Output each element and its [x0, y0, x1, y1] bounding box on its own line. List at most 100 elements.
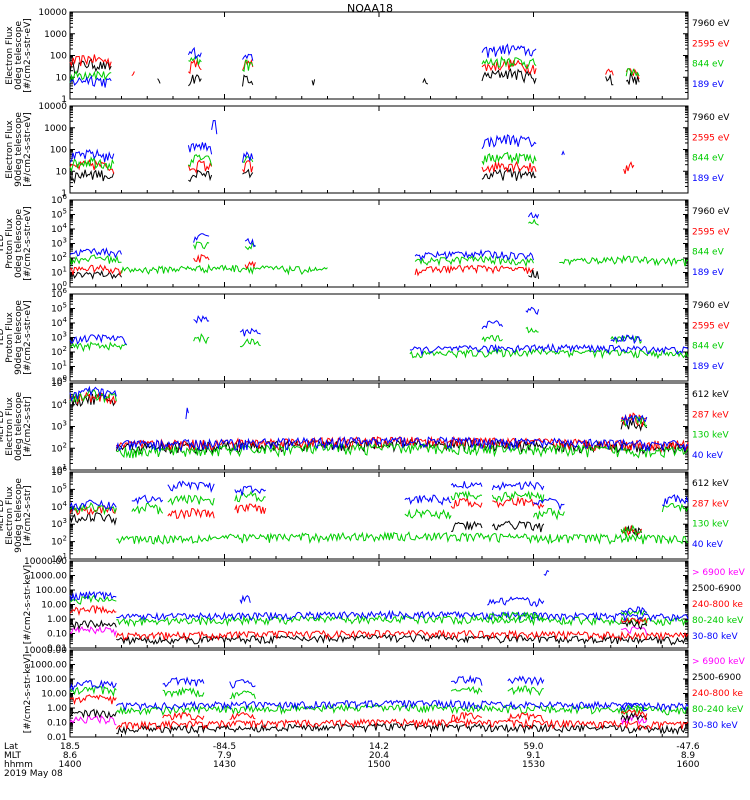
- series-segment: [528, 269, 540, 279]
- series-segment: [620, 702, 647, 712]
- series-segment: [229, 679, 256, 689]
- y-axis-label: MEPEDElectron Flux0deg telescope[#/cm2-s…: [0, 392, 33, 462]
- y-tick-label: 100: [50, 146, 67, 156]
- legend-entry: 30-80 keV: [692, 632, 738, 642]
- series-segment: [486, 611, 545, 622]
- series-segment: [620, 413, 648, 426]
- x-tick-label: 1600: [677, 760, 700, 770]
- series-segment: [481, 334, 503, 343]
- series-segment: [450, 481, 483, 489]
- series-segment: [620, 709, 648, 721]
- series-segment: [193, 315, 210, 324]
- series-segment: [69, 385, 117, 402]
- series-segment: [507, 685, 544, 697]
- y-axis-label: TEDProton Flux90deg telescope[#/cm2-s-st…: [0, 300, 33, 375]
- series-segment: [116, 614, 689, 628]
- y-tick-label: 103: [51, 517, 67, 530]
- y-tick-label: 102: [51, 251, 67, 264]
- series-segment: [167, 507, 215, 520]
- series-segment: [69, 625, 117, 637]
- series-segment: [422, 77, 429, 85]
- series-segment: [559, 254, 689, 267]
- panel-6: 101 102 103 104 105 106 MEPEDElectron Flux90de…: [0, 465, 729, 565]
- y-tick-label: 102: [51, 441, 67, 454]
- series-segment: [115, 435, 689, 452]
- series-segment: [525, 306, 540, 315]
- series-segment: [481, 134, 537, 150]
- series-segment: [193, 254, 210, 263]
- series-segment: [69, 75, 112, 88]
- series-segment: [69, 619, 117, 631]
- series-segment: [625, 68, 640, 77]
- legend-entry: > 6900 keV: [692, 568, 746, 578]
- legend-entry: 7960 eV: [692, 301, 730, 311]
- series-segment: [121, 263, 328, 276]
- series-segment: [131, 494, 164, 506]
- legend-entry: 30-80 keV: [692, 721, 738, 731]
- series-segment: [193, 241, 210, 251]
- date-label: 2019 May 08: [4, 769, 63, 779]
- y-tick-label: 1: [61, 189, 67, 199]
- y-axis-label: [#/cm2-s-str-keV]: [23, 654, 33, 733]
- series-segment: [115, 703, 689, 716]
- series-segment: [662, 494, 689, 507]
- panel-frame: [69, 471, 689, 560]
- legend-entry: 7960 eV: [692, 19, 730, 29]
- series-segment: [162, 686, 205, 698]
- series-segment: [491, 480, 545, 491]
- series-segment: [450, 685, 483, 695]
- panel-frame: [69, 293, 689, 382]
- series-segment: [162, 711, 205, 721]
- series-segment: [491, 520, 545, 533]
- legend-entry: 844 eV: [692, 154, 725, 164]
- x-tick-label: 8.9: [681, 751, 696, 761]
- series-segment: [234, 503, 267, 514]
- series-segment: [131, 71, 135, 77]
- series-segment: [69, 708, 117, 719]
- series-segment: [69, 264, 122, 277]
- x-tick-label: 59.0: [523, 742, 543, 752]
- series-segment: [188, 74, 202, 87]
- legend-entry: 240-800 ke: [692, 600, 743, 610]
- y-tick-label: 104: [51, 316, 67, 329]
- y-tick-label: 101: [51, 360, 67, 373]
- legend-entry: 844 eV: [692, 342, 725, 352]
- series-segment: [481, 68, 537, 85]
- panel-frame: [69, 382, 689, 471]
- series-segment: [487, 596, 545, 608]
- y-tick-label: 105: [51, 376, 67, 389]
- panel-1: 1 10 100 1000 10000 Electron Flux0deg telesco…: [5, 8, 730, 105]
- y-tick-label: 101: [51, 552, 67, 565]
- y-axis-label: TEDProton Flux0deg telescope[#/cm2-s-str…: [0, 206, 33, 281]
- series-segment: [623, 161, 635, 174]
- series-segment: [69, 341, 127, 353]
- legend-entry: 189 eV: [692, 80, 725, 90]
- series-segment: [69, 715, 117, 726]
- legend-entry: 2595 eV: [692, 133, 730, 143]
- series-segment: [414, 255, 534, 268]
- y-axis-label: MEPEDElectron Flux90deg telescope[#/cm2-…: [0, 478, 33, 553]
- x-tick-label: 20.4: [369, 751, 389, 761]
- series-segment: [491, 490, 545, 503]
- series-segment: [625, 72, 640, 85]
- series-segment: [116, 609, 689, 623]
- plot-title: NOAA18: [347, 2, 393, 15]
- series-segment: [69, 54, 112, 69]
- series-segment: [69, 685, 117, 698]
- series-segment: [193, 233, 210, 243]
- series-segment: [507, 712, 545, 723]
- legend-entry: 130 keV: [692, 520, 729, 530]
- series-segment: [450, 711, 483, 724]
- legend-entry: 2595 eV: [692, 39, 730, 49]
- series-segment: [116, 442, 689, 459]
- x-tick-label: 8.6: [63, 751, 78, 761]
- x-tick-label: -47.6: [676, 742, 700, 752]
- series-segment: [69, 511, 117, 526]
- y-tick-label: 104: [51, 222, 67, 235]
- series-segment: [187, 142, 213, 155]
- legend-entry: 612 keV: [692, 479, 729, 489]
- y-tick-label: 104: [51, 398, 67, 411]
- panel-frame: [69, 11, 689, 100]
- series-segment: [404, 494, 452, 506]
